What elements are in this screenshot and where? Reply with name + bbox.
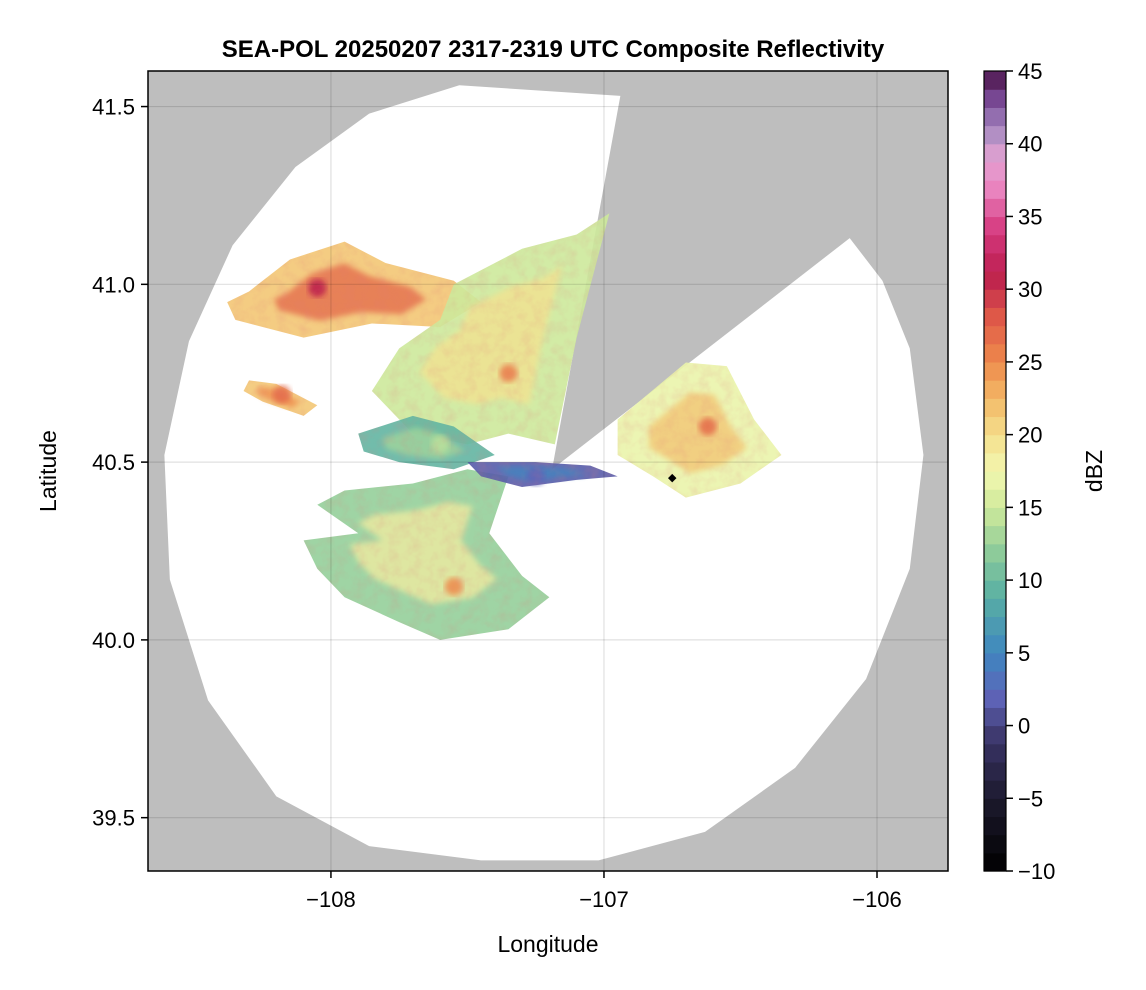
colorbar-bin — [984, 434, 1006, 454]
colorbar-bin — [984, 452, 1006, 472]
colorbar-bin — [984, 798, 1006, 818]
colorbar-bin — [984, 398, 1006, 418]
colorbar-bin — [984, 252, 1006, 272]
colorbar-bin — [984, 525, 1006, 545]
y-tick-label: 40.0 — [92, 628, 135, 653]
colorbar-bin — [984, 761, 1006, 781]
colorbar-tick-label: 40 — [1018, 132, 1042, 157]
colorbar-bin — [984, 198, 1006, 218]
colorbar-tick-label: 20 — [1018, 423, 1042, 448]
colorbar-tick-label: 45 — [1018, 59, 1042, 84]
colorbar-bin — [984, 780, 1006, 799]
colorbar-bin — [984, 343, 1006, 363]
colorbar-frame — [983, 70, 1007, 872]
colorbar-tick-label: 10 — [1018, 568, 1042, 593]
x-tick-label: −108 — [306, 887, 356, 912]
colorbar-bin — [984, 143, 1006, 163]
x-axis: −108 −107 −106 — [306, 871, 902, 912]
colorbar-tick-label: −10 — [1018, 859, 1055, 884]
colorbar-bin — [984, 689, 1006, 708]
colorbar-bin — [984, 71, 1006, 90]
colorbar-bin — [984, 543, 1006, 563]
colorbar-bin — [984, 816, 1006, 836]
colorbar-bin — [984, 289, 1006, 308]
colorbar-bin — [984, 180, 1006, 199]
plot-area — [147, 70, 949, 872]
colorbar-label: dBZ — [1081, 450, 1107, 492]
colorbar-bin — [984, 161, 1006, 181]
y-tick-label: 41.5 — [92, 95, 135, 120]
colorbar-bin — [984, 307, 1006, 327]
y-tick-label: 40.5 — [92, 450, 135, 475]
colorbar-bin — [984, 598, 1006, 618]
colorbar-bin — [984, 234, 1006, 254]
colorbar-bin — [984, 216, 1006, 236]
x-tick-label: −106 — [852, 887, 902, 912]
colorbar-tick-label: 30 — [1018, 277, 1042, 302]
colorbar-tick-label: 0 — [1018, 714, 1030, 739]
colorbar-bin — [984, 361, 1006, 381]
colorbar-tick-label: 5 — [1018, 641, 1030, 666]
colorbar-bin — [984, 707, 1006, 727]
colorbar-bin — [984, 671, 1006, 690]
colorbar-bin — [984, 634, 1006, 654]
grid-lines — [148, 71, 948, 871]
colorbar-bin — [984, 616, 1006, 636]
colorbar-bin — [984, 471, 1006, 490]
radar-site-marker — [667, 473, 677, 483]
colorbar-bin — [984, 507, 1006, 527]
echo-texture — [148, 71, 948, 871]
colorbar-tick-label: 35 — [1018, 204, 1042, 229]
colorbar-bin — [984, 561, 1006, 581]
colorbar-bin — [984, 271, 1006, 290]
colorbar: −10 −5 0 5 10 15 20 25 30 35 40 45 — [983, 59, 1055, 884]
colorbar-bin — [984, 743, 1006, 763]
y-tick-label: 41.0 — [92, 272, 135, 297]
colorbar-bin — [984, 725, 1006, 745]
colorbar-bin — [984, 852, 1006, 872]
colorbar-bin — [984, 652, 1006, 672]
colorbar-bin — [984, 325, 1006, 345]
y-tick-label: 39.5 — [92, 806, 135, 831]
chart-title: SEA-POL 20250207 2317-2319 UTC Composite… — [222, 36, 885, 63]
colorbar-bin — [984, 380, 1006, 399]
plot-frame — [147, 70, 949, 872]
colorbar-tick-label: 15 — [1018, 495, 1042, 520]
colorbar-bin — [984, 416, 1006, 436]
colorbar-bin — [984, 107, 1006, 127]
y-axis-label: Latitude — [35, 430, 61, 512]
colorbar-bin — [984, 489, 1006, 508]
colorbar-bin — [984, 89, 1006, 108]
y-axis: 39.5 40.0 40.5 41.0 41.5 — [92, 95, 148, 831]
colorbar-tick-label: −5 — [1018, 786, 1043, 811]
colorbar-tick-label: 25 — [1018, 350, 1042, 375]
colorbar-bin — [984, 580, 1006, 599]
colorbar-bin — [984, 125, 1006, 145]
x-axis-label: Longitude — [497, 931, 598, 957]
colorbar-bin — [984, 834, 1006, 854]
x-tick-label: −107 — [579, 887, 629, 912]
